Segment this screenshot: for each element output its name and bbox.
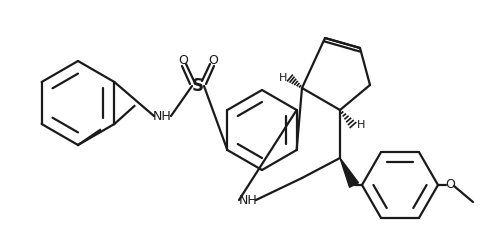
Text: H: H xyxy=(279,73,287,83)
Text: NH: NH xyxy=(152,109,171,123)
Text: S: S xyxy=(192,77,204,95)
Text: O: O xyxy=(445,179,455,191)
Text: O: O xyxy=(178,53,188,66)
Polygon shape xyxy=(340,158,358,187)
Text: H: H xyxy=(357,120,365,130)
Text: NH: NH xyxy=(239,194,257,206)
Text: O: O xyxy=(208,53,218,66)
